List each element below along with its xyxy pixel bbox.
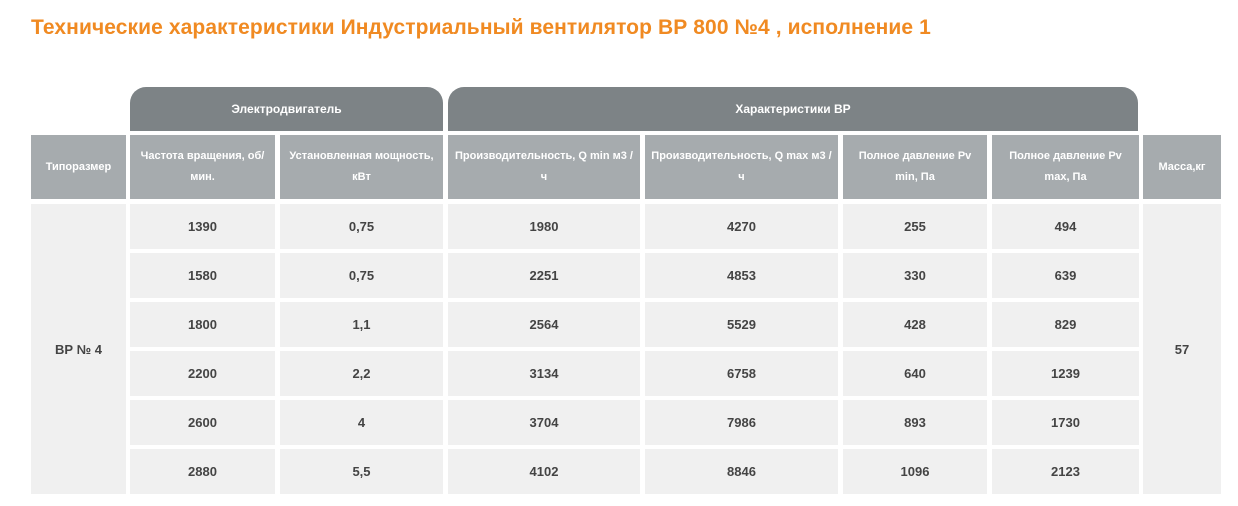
- table-cell: 330: [843, 253, 987, 298]
- characteristics-group-header: Характеристики ВР: [448, 87, 1138, 131]
- column-header: Производительность, Q min м3 /ч: [448, 135, 640, 199]
- table-cell: 2600: [130, 400, 275, 445]
- column-header: Частота вращения, об/мин.: [130, 135, 275, 199]
- table-cell: 1580: [130, 253, 275, 298]
- table-cell: 1390: [130, 204, 275, 249]
- table-cell: 5529: [645, 302, 838, 347]
- table-cell: 2123: [992, 449, 1139, 494]
- table-cell: 1,1: [280, 302, 443, 347]
- table-cell: 428: [843, 302, 987, 347]
- table-cell: 255: [843, 204, 987, 249]
- table-cell: 639: [992, 253, 1139, 298]
- table-cell: 1800: [130, 302, 275, 347]
- column-header: Типоразмер: [31, 135, 126, 199]
- table-cell: 893: [843, 400, 987, 445]
- table-cell: 6758: [645, 351, 838, 396]
- column-header: Полное давление Pv min, Па: [843, 135, 987, 199]
- table-cell: 640: [843, 351, 987, 396]
- table-cell: 829: [992, 302, 1139, 347]
- table-cell: 8846: [645, 449, 838, 494]
- table-cell: 3704: [448, 400, 640, 445]
- table-cell: 494: [992, 204, 1139, 249]
- table-cell: 2,2: [280, 351, 443, 396]
- table-cell: 2251: [448, 253, 640, 298]
- table-cell: 1239: [992, 351, 1139, 396]
- table-cell: 0,75: [280, 253, 443, 298]
- table-cell: 2200: [130, 351, 275, 396]
- column-header: Производительность, Q max м3 /ч: [645, 135, 838, 199]
- table-cell: 4102: [448, 449, 640, 494]
- table-cell: 0,75: [280, 204, 443, 249]
- table-cell: 4853: [645, 253, 838, 298]
- column-header: Установленная мощность, кВт: [280, 135, 443, 199]
- column-header: Масса,кг: [1143, 135, 1221, 199]
- table-cell: 2564: [448, 302, 640, 347]
- table-cell: 4: [280, 400, 443, 445]
- table-cell: 1096: [843, 449, 987, 494]
- table-cell: 7986: [645, 400, 838, 445]
- model-cell: ВР № 4: [31, 204, 126, 494]
- motor-group-header: Электродвигатель: [130, 87, 443, 131]
- table-cell: 5,5: [280, 449, 443, 494]
- table-cell: 1980: [448, 204, 640, 249]
- table-cell: 3134: [448, 351, 640, 396]
- table-cell: 1730: [992, 400, 1139, 445]
- page-title: Технические характеристики Индустриальны…: [31, 16, 931, 39]
- table-cell: 2880: [130, 449, 275, 494]
- column-header: Полное давление Pv max, Па: [992, 135, 1139, 199]
- table-cell: 4270: [645, 204, 838, 249]
- mass-cell: 57: [1143, 204, 1221, 494]
